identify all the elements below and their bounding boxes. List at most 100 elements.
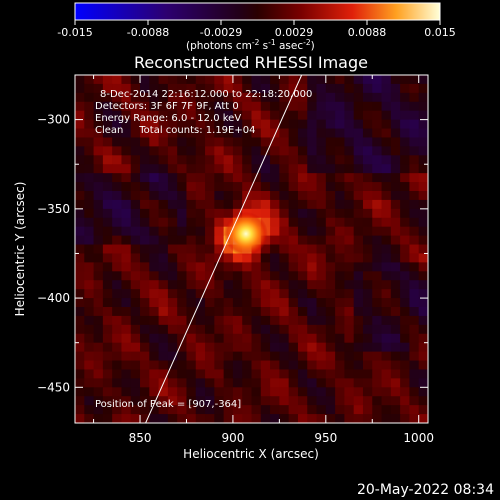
image-pixel	[140, 155, 150, 165]
image-pixel	[232, 83, 243, 94]
image-pixel	[177, 351, 187, 361]
image-pixel	[112, 333, 122, 344]
image-pixel	[93, 342, 104, 353]
image-pixel	[158, 307, 169, 317]
image-pixel	[372, 199, 382, 210]
image-pixel	[112, 137, 122, 147]
image-pixel	[149, 405, 160, 415]
image-pixel	[140, 191, 150, 201]
image-pixel	[205, 396, 215, 406]
image-pixel	[409, 414, 420, 423]
image-pixel	[372, 137, 382, 147]
image-area	[75, 75, 428, 423]
image-pixel	[270, 75, 280, 85]
image-pixel	[84, 289, 94, 299]
image-pixel	[418, 92, 428, 103]
image-pixel	[372, 208, 382, 219]
image-pixel	[177, 155, 187, 165]
image-pixel	[297, 110, 308, 121]
image-pixel	[307, 271, 317, 281]
image-pixel	[223, 333, 234, 344]
image-pixel	[149, 75, 160, 85]
image-pixel	[102, 217, 113, 228]
image-pixel	[121, 324, 132, 335]
image-pixel	[400, 405, 410, 415]
image-pixel	[409, 244, 420, 254]
image-pixel	[121, 128, 132, 138]
image-pixel	[223, 173, 234, 183]
image-pixel	[418, 324, 428, 335]
image-pixel	[344, 298, 355, 308]
image-pixel	[130, 75, 141, 85]
image-pixel	[112, 289, 122, 299]
image-pixel	[214, 289, 225, 299]
image-pixel	[84, 155, 94, 165]
image-pixel	[121, 173, 132, 183]
image-pixel	[232, 191, 243, 201]
image-pixel	[205, 182, 215, 192]
image-pixel	[409, 315, 420, 326]
image-pixel	[167, 315, 178, 326]
image-pixel	[316, 298, 327, 308]
image-pixel	[158, 396, 169, 406]
energy-range-info: Energy Range: 6.0 - 12.0 keV	[95, 113, 241, 124]
image-pixel	[130, 253, 141, 263]
image-pixel	[418, 414, 428, 423]
detectors-info: Detectors: 3F 6F 7F 9F, Att 0	[95, 101, 239, 112]
image-pixel	[288, 191, 299, 201]
image-pixel	[297, 324, 308, 335]
image-pixel	[381, 208, 392, 219]
image-pixel	[362, 199, 373, 210]
image-pixel	[149, 92, 160, 103]
image-pixel	[158, 146, 169, 156]
image-pixel	[251, 324, 262, 335]
image-pixel	[353, 137, 364, 147]
image-pixel	[177, 92, 187, 103]
image-pixel	[279, 164, 290, 174]
image-pixel	[362, 351, 373, 361]
image-pixel	[372, 333, 382, 344]
image-pixel	[372, 155, 382, 165]
image-pixel	[325, 307, 336, 317]
image-pixel	[381, 164, 392, 174]
image-pixel	[390, 217, 401, 228]
image-pixel	[325, 226, 336, 237]
image-pixel	[353, 92, 364, 103]
image-pixel	[400, 280, 410, 290]
image-pixel	[214, 191, 225, 201]
image-pixel	[84, 378, 94, 388]
image-pixel	[130, 182, 141, 192]
image-pixel	[400, 235, 410, 245]
image-pixel	[325, 378, 336, 388]
image-pixel	[93, 217, 104, 228]
colorbar: -0.015 -0.0088 -0.0029 0.0029 0.0088 0.0…	[57, 2, 456, 52]
image-pixel	[214, 235, 225, 245]
image-pixel	[93, 110, 104, 121]
image-pixel	[353, 387, 364, 397]
image-pixel	[325, 110, 336, 121]
image-pixel	[186, 75, 197, 85]
image-pixel	[372, 173, 382, 183]
image-pixel	[418, 262, 428, 272]
image-pixel	[167, 92, 178, 103]
image-pixel	[335, 119, 345, 129]
image-pixel	[205, 360, 215, 370]
image-pixel	[177, 324, 187, 335]
image-pixel	[130, 137, 141, 147]
image-pixel	[121, 235, 132, 245]
image-pixel	[418, 208, 428, 219]
image-pixel	[232, 315, 243, 326]
image-pixel	[362, 271, 373, 281]
image-pixel	[325, 199, 336, 210]
image-pixel	[260, 262, 271, 272]
image-pixel	[102, 208, 113, 219]
image-pixel	[177, 173, 187, 183]
image-pixel	[260, 298, 271, 308]
image-pixel	[418, 146, 428, 156]
image-pixel	[112, 75, 122, 85]
image-pixel	[297, 244, 308, 254]
image-pixel	[335, 387, 345, 397]
image-pixel	[260, 289, 271, 299]
image-pixel	[121, 226, 132, 237]
image-pixel	[167, 83, 178, 94]
